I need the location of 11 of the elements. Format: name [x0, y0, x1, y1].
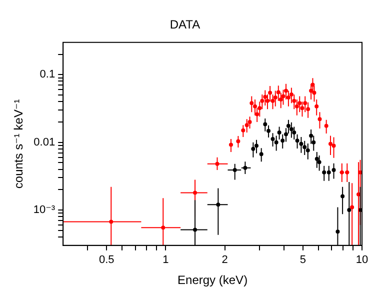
y-tick-label: 0.1 [40, 68, 56, 81]
x-tick-label: 0.5 [99, 254, 114, 266]
x-tick-label: 2 [222, 254, 228, 266]
y-tick-label: 0.01 [34, 136, 56, 148]
y-axis-title: counts s⁻¹ keV⁻¹ [12, 99, 26, 189]
x-axis-title: Energy (keV) [178, 273, 248, 288]
y-tick-label: 10⁻³ [33, 204, 56, 216]
chart-title: DATA [170, 18, 200, 32]
x-tick-label: 1 [162, 254, 169, 266]
x-tick-label: 5 [300, 254, 306, 266]
x-tick-label: 10 [356, 254, 368, 266]
